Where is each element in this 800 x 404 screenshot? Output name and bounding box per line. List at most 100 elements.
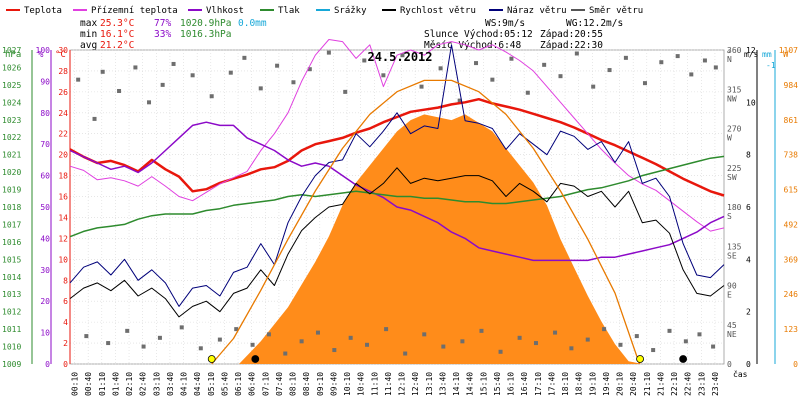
wind-dir-point-47 <box>217 337 222 342</box>
tick-temp-5: 10 <box>58 255 68 264</box>
wind-dir-point-51 <box>283 351 288 356</box>
info-panel: WS:9m/s WG:12.2m/s Slunce Východ:05:12 Z… <box>424 18 623 51</box>
wind-dir-point-62 <box>479 328 484 333</box>
wind-dir-point-23 <box>457 98 462 103</box>
tick-dir-name-5: SW <box>727 173 737 182</box>
tick-dir-name-4: S <box>727 212 732 221</box>
tick-x-9: 04:40 <box>193 372 202 396</box>
tick-press-1: 1010 <box>2 343 21 352</box>
tick-x-46: 23:10 <box>697 372 706 396</box>
tick-wind-6: 12 <box>746 46 756 55</box>
tick-x-0: 00:10 <box>71 372 80 396</box>
wind-dir-point-14 <box>291 80 296 85</box>
wind-dir-point-46 <box>198 346 203 351</box>
tick-press-5: 1014 <box>2 273 21 282</box>
tick-temp-11: 22 <box>58 130 68 139</box>
wind-dir-point-61 <box>460 339 465 344</box>
tick-x-28: 14:10 <box>452 372 461 396</box>
wind-dir-point-7 <box>171 61 176 66</box>
info-moonrise: Měsíc Východ:6:48 <box>424 40 522 51</box>
axis-title-solar: W <box>783 50 789 60</box>
wind-dir-point-63 <box>498 349 503 354</box>
stats-min-temp: 16.1°C <box>100 29 134 40</box>
tick-wind-1: 2 <box>746 308 751 317</box>
tick-x-14: 07:10 <box>261 372 270 396</box>
axis-title-hum: % <box>38 50 44 60</box>
tick-dir-name-3: SE <box>727 251 737 260</box>
wind-dir-point-12 <box>258 86 263 91</box>
tick-temp-1: 2 <box>63 339 68 348</box>
series-line-2 <box>69 121 725 262</box>
wind-dir-point-54 <box>332 348 337 353</box>
wind-dir-point-15 <box>307 67 312 72</box>
wind-dir-point-65 <box>533 341 538 346</box>
wind-dir-point-27 <box>525 90 530 95</box>
tick-solar-7: 861 <box>784 116 799 125</box>
tick-temp-10: 20 <box>58 151 68 160</box>
tick-press-15: 1024 <box>2 98 21 107</box>
wind-dir-point-56 <box>365 342 370 347</box>
tick-temp-15: 30 <box>58 46 68 55</box>
tick-dir-name-7: NW <box>727 94 737 103</box>
tick-temp-4: 8 <box>63 276 68 285</box>
tick-hum-0: 0 <box>45 360 50 369</box>
tick-x-31: 15:40 <box>493 372 502 396</box>
tick-dir-deg-0: 0 <box>727 360 732 369</box>
tick-x-30: 15:10 <box>479 372 488 396</box>
wind-dir-point-55 <box>348 335 353 340</box>
tick-wind-2: 4 <box>746 255 751 264</box>
tick-x-25: 12:40 <box>411 372 420 396</box>
wind-dir-point-36 <box>675 54 680 59</box>
wind-dir-point-5 <box>147 100 152 105</box>
tick-solar-0: 0 <box>793 360 798 369</box>
tick-x-12: 06:10 <box>234 372 243 396</box>
tick-press-10: 1019 <box>2 186 21 195</box>
tick-x-20: 10:10 <box>343 372 352 396</box>
tick-hum-9: 90 <box>40 77 50 86</box>
tick-x-42: 21:10 <box>643 372 652 396</box>
tick-hum-8: 80 <box>40 109 50 118</box>
wind-dir-point-32 <box>607 68 612 73</box>
wind-dir-point-2 <box>100 69 105 74</box>
tick-x-18: 09:10 <box>316 372 325 396</box>
legend-label-6: Náraz větru <box>507 6 567 16</box>
rain-axis-label: -1 <box>766 61 776 70</box>
wind-dir-point-49 <box>250 342 255 347</box>
stats-min-press: 1016.3hPa <box>180 29 231 40</box>
tick-dir-deg-8: 360 <box>727 46 742 55</box>
tick-wind-3: 6 <box>746 203 751 212</box>
tick-x-16: 08:10 <box>289 372 298 396</box>
tick-dir-name-1: NE <box>727 330 737 339</box>
tick-x-27: 13:40 <box>438 372 447 396</box>
info-ws: WS:9m/s <box>485 18 525 29</box>
wind-dir-point-4 <box>133 65 138 70</box>
tick-temp-2: 4 <box>63 318 68 327</box>
tick-solar-1: 123 <box>784 325 799 334</box>
wind-dir-point-75 <box>697 332 702 337</box>
wind-dir-point-33 <box>623 55 628 60</box>
wind-dir-point-16 <box>326 50 331 55</box>
tick-x-3: 01:40 <box>111 372 120 396</box>
wind-dir-point-53 <box>315 330 320 335</box>
wind-dir-point-31 <box>591 84 596 89</box>
tick-dir-deg-4: 180 <box>727 203 742 212</box>
tick-press-8: 1017 <box>2 220 21 229</box>
wind-dir-point-60 <box>441 344 446 349</box>
legend-label-4: Srážky <box>334 6 367 16</box>
tick-temp-9: 18 <box>58 172 68 181</box>
tick-x-45: 22:40 <box>684 372 693 396</box>
tick-hum-1: 10 <box>40 329 50 338</box>
wind-dir-point-43 <box>141 344 146 349</box>
legend-label-0: Teplota <box>24 6 62 16</box>
tick-x-6: 03:10 <box>152 372 161 396</box>
info-sunrise: Slunce Východ:05:12 <box>424 29 533 40</box>
solar-radiation-area <box>238 114 643 365</box>
wind-dir-point-39 <box>713 65 718 70</box>
wind-dir-point-50 <box>266 332 271 337</box>
tick-press-18: 1027 <box>2 46 21 55</box>
tick-dir-name-8: N <box>727 55 732 64</box>
series-line-5 <box>69 44 725 307</box>
stats-min-label: min <box>80 29 97 40</box>
